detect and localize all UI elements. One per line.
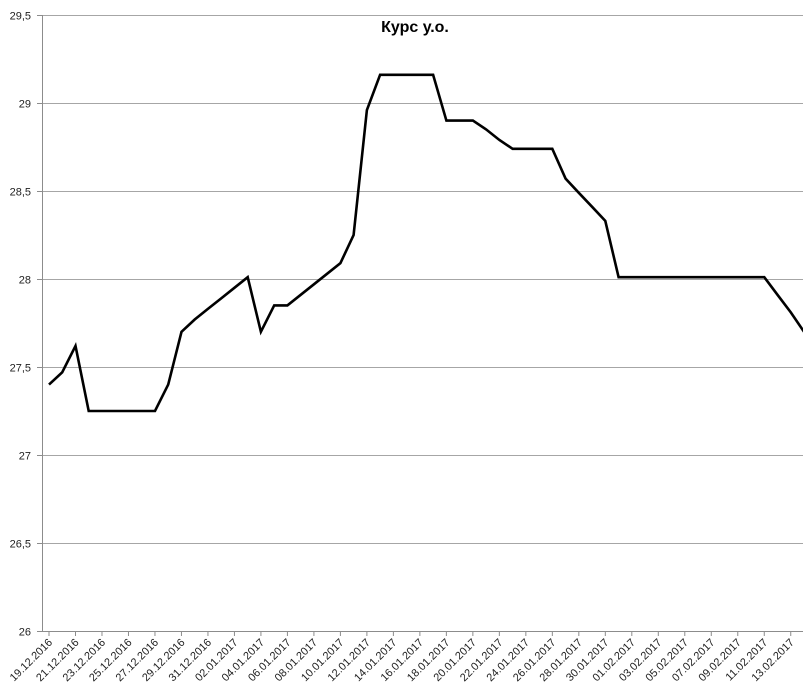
gridlines — [42, 15, 803, 544]
axes — [37, 15, 803, 636]
series-line — [48, 73, 803, 413]
y-tick-label: 26,5 — [10, 539, 31, 551]
y-tick-label: 28 — [19, 275, 31, 287]
y-tick-label: 29,5 — [10, 11, 31, 23]
series — [48, 73, 803, 413]
chart-title: Курс у.о. — [381, 19, 449, 36]
y-tick-label: 28,5 — [10, 187, 31, 199]
y-tick-label: 27 — [19, 451, 31, 463]
y-tick-labels: 26 26,5 27 27,5 28 28,5 29 29,5 — [10, 11, 31, 639]
y-tick-label: 29 — [19, 99, 31, 111]
y-tick-label: 26 — [19, 627, 31, 639]
x-tick-labels: 19.12.201621.12.201623.12.201625.12.2016… — [8, 637, 797, 684]
y-tick-label: 27,5 — [10, 363, 31, 375]
